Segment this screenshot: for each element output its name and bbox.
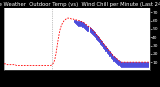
Title: Milwaukee Weather  Outdoor Temp (vs)  Wind Chill per Minute (Last 24 Hours): Milwaukee Weather Outdoor Temp (vs) Wind…	[0, 2, 160, 7]
